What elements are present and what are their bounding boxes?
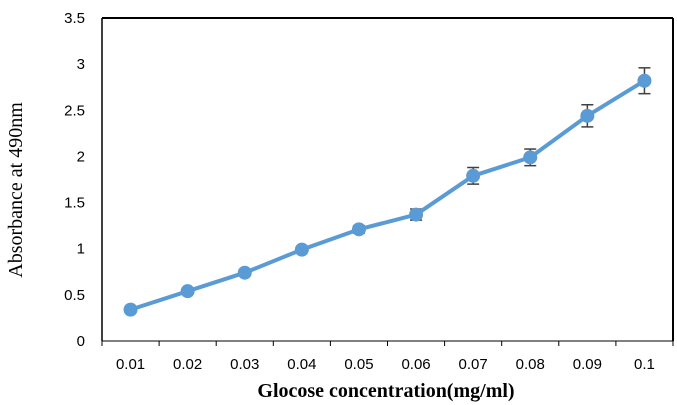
data-point	[237, 265, 252, 280]
y-tick-label: 3.5	[64, 10, 85, 27]
data-point	[351, 222, 366, 237]
data-point	[637, 73, 652, 88]
data-point	[294, 242, 309, 257]
x-tick-label: 0.09	[573, 356, 602, 373]
series-layer	[123, 67, 652, 317]
x-tick-labels: 0.01 0.02 0.03 0.04 0.05 0.06 0.07 0.08 0.09 0.1	[101, 341, 674, 373]
data-point	[580, 108, 595, 123]
y-tick-labels: 0 0.5 1 1.5 2 2.5 3 3.5	[64, 10, 85, 350]
y-tick-label: 3	[77, 56, 85, 73]
x-tick-label: 0.08	[516, 356, 545, 373]
x-tick-label: 0.06	[401, 356, 430, 373]
x-tick-label: 0.04	[287, 356, 316, 373]
y-tick-label: 0	[77, 333, 85, 350]
y-tick-label: 1.5	[64, 195, 85, 212]
x-tick-label: 0.03	[230, 356, 259, 373]
x-tick-label: 0.07	[459, 356, 488, 373]
y-tick-label: 1	[77, 241, 85, 258]
y-tick-label: 2.5	[64, 102, 85, 119]
data-point	[523, 150, 538, 165]
data-point	[409, 207, 424, 222]
y-axis-label: Absorbance at 490nm	[5, 102, 27, 278]
x-tick-label: 0.1	[634, 356, 655, 373]
plot-frame	[101, 17, 674, 342]
x-axis-label: Glocose concentration(mg/ml)	[257, 380, 514, 402]
x-tick-label: 0.02	[173, 356, 202, 373]
y-tick-label: 0.5	[64, 287, 85, 304]
y-tick-label: 2	[77, 148, 85, 165]
x-tick-label: 0.05	[344, 356, 373, 373]
data-point	[123, 302, 138, 317]
x-tick-label: 0.01	[116, 356, 145, 373]
data-point	[180, 284, 195, 299]
series-line	[129, 79, 646, 312]
data-point	[466, 168, 481, 183]
